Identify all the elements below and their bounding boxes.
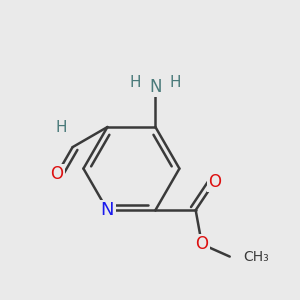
Text: O: O bbox=[195, 235, 208, 253]
Text: H: H bbox=[170, 75, 181, 90]
Text: N: N bbox=[149, 78, 162, 96]
Text: H: H bbox=[55, 119, 67, 134]
Text: CH₃: CH₃ bbox=[244, 250, 269, 264]
Text: H: H bbox=[130, 75, 141, 90]
Text: O: O bbox=[51, 165, 64, 183]
Text: N: N bbox=[101, 201, 114, 219]
Text: O: O bbox=[208, 173, 221, 191]
